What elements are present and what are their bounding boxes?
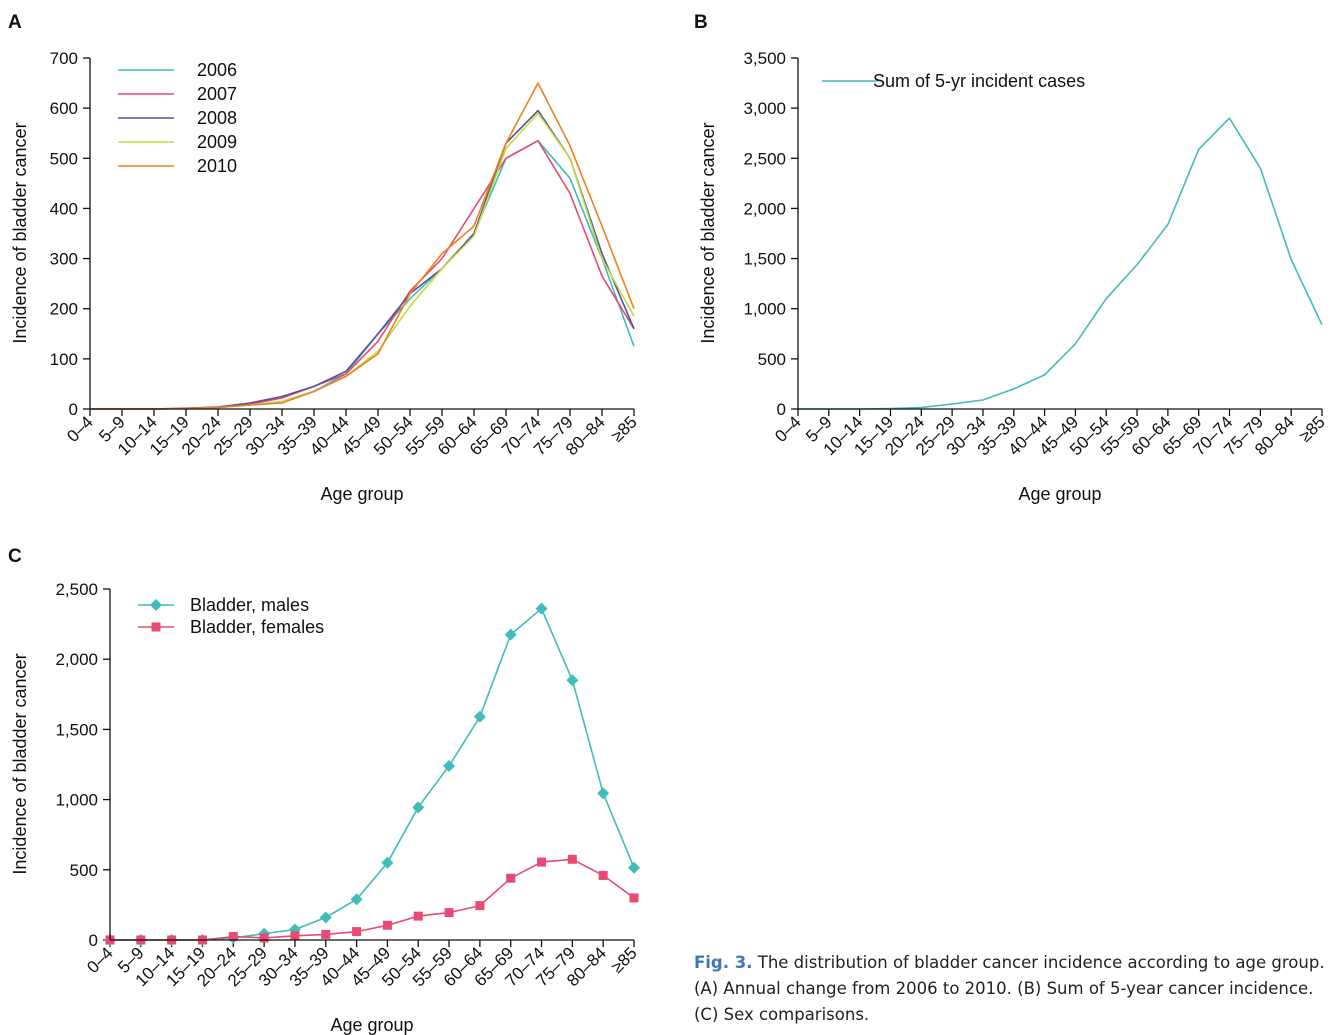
y-axis-ticks-b: 0 500 1,000 1,500 2,000 2,500 3,000 3,500 (743, 49, 798, 419)
panel-letter-c: C (8, 546, 22, 567)
data-point-diamond (628, 861, 640, 874)
x-axis-title-b: Age group (1018, 484, 1101, 504)
legend-label-4: 2010 (197, 156, 237, 176)
y-axis-title-c: Incidence of bladder cancer (10, 653, 30, 874)
y-tick-label: 0 (69, 400, 78, 419)
series-line-1 (110, 858, 635, 941)
data-point-square (228, 931, 238, 941)
data-point-square (259, 933, 269, 943)
series-lines-b (798, 117, 1323, 410)
data-point-diamond (381, 856, 394, 869)
y-tick-label: 500 (70, 861, 98, 880)
panel-letter-b: B (694, 12, 708, 33)
data-point-diamond (473, 710, 486, 723)
legend-a: 2006 2007 2008 2009 2010 (118, 60, 237, 176)
y-tick-label: 1,000 (55, 791, 98, 810)
series-lines-c (104, 602, 640, 946)
data-point-square (506, 873, 516, 883)
y-tick-label: 1,000 (743, 300, 786, 319)
x-tick-label: ≥85 (607, 943, 640, 976)
x-axis-title-a: Age group (320, 484, 403, 504)
series-line-1 (90, 139, 635, 410)
legend-label-0: Bladder, males (190, 595, 309, 615)
legend-b: Sum of 5-yr incident cases (822, 71, 1085, 91)
y-tick-label: 700 (50, 49, 78, 68)
x-axis-ticks-b: 0–45–910–1415–1920–2425–2930–3435–3940–4… (771, 409, 1329, 459)
data-point-square (598, 870, 608, 880)
chart-panel-a: A 0 100 200 300 400 500 600 700 0–45–910–1415–1… (8, 12, 641, 504)
y-tick-label: 0 (777, 400, 786, 419)
y-tick-label: 2,000 (743, 199, 786, 218)
data-point-diamond (412, 801, 425, 814)
legend-label-1: Bladder, females (190, 617, 324, 637)
series-line-0 (110, 607, 635, 941)
data-point-square (352, 927, 362, 937)
data-point-diamond (597, 787, 610, 800)
legend-label-1: 2007 (197, 84, 237, 104)
y-tick-label: 500 (758, 350, 786, 369)
x-axis-ticks-a: 0–45–910–1415–1920–2425–2930–3435–3940–4… (63, 409, 641, 459)
chart-panel-c: C 0 500 1,000 1,500 2,000 2,500 0–45–910–1415… (8, 546, 641, 1035)
legend-marker-diamond (150, 599, 162, 611)
y-tick-label: 1,500 (743, 250, 786, 269)
legend-label-2: 2008 (197, 108, 237, 128)
x-axis-ticks-c: 0–45–910–1415–1920–2425–2930–3435–3940–4… (83, 940, 641, 990)
x-axis-title-c: Age group (330, 1015, 413, 1035)
y-tick-label: 100 (50, 350, 78, 369)
panel-letter-a: A (8, 12, 22, 33)
legend-marker-square (151, 622, 161, 632)
y-tick-label: 1,500 (55, 720, 98, 739)
data-point-square (475, 901, 485, 911)
data-point-diamond (350, 893, 363, 906)
y-tick-label: 400 (50, 199, 78, 218)
y-tick-label: 200 (50, 300, 78, 319)
data-point-diamond (504, 628, 517, 641)
y-tick-label: 2,000 (55, 650, 98, 669)
series-line-0 (90, 139, 635, 410)
figure-caption: Fig. 3. The distribution of bladder canc… (694, 950, 1339, 1028)
y-tick-label: 600 (50, 99, 78, 118)
chart-panel-b: B 0 500 1,000 1,500 2,000 2,500 3,000 3,500 0–4… (694, 12, 1329, 504)
y-tick-label: 2,500 (55, 580, 98, 599)
caption-text: The distribution of bladder cancer incid… (694, 953, 1325, 1024)
data-point-square (290, 931, 300, 941)
y-tick-label: 500 (50, 149, 78, 168)
x-tick-label: ≥85 (607, 412, 640, 445)
data-point-diamond (443, 759, 456, 772)
data-point-square (321, 929, 331, 939)
x-tick-label: ≥85 (1295, 412, 1328, 445)
data-point-diamond (566, 674, 579, 687)
data-point-diamond (319, 911, 332, 924)
data-point-diamond (535, 602, 548, 615)
legend-label-0: Sum of 5-yr incident cases (873, 71, 1085, 91)
y-tick-label: 0 (89, 931, 98, 950)
y-axis-ticks-c: 0 500 1,000 1,500 2,000 2,500 (55, 580, 110, 950)
y-axis-title-b: Incidence of bladder cancer (698, 122, 718, 343)
caption-label: Fig. 3. (694, 953, 753, 972)
y-tick-label: 2,500 (743, 149, 786, 168)
legend-label-0: 2006 (197, 60, 237, 80)
y-tick-label: 3,500 (743, 49, 786, 68)
y-axis-title-a: Incidence of bladder cancer (10, 122, 30, 343)
data-point-square (444, 908, 454, 918)
series-lines-a (90, 82, 635, 410)
data-point-square (382, 920, 392, 930)
y-axis-ticks-a: 0 100 200 300 400 500 600 700 (50, 49, 90, 419)
data-point-square (537, 857, 547, 867)
legend-label-3: 2009 (197, 132, 237, 152)
data-point-square (413, 911, 423, 921)
y-tick-label: 300 (50, 250, 78, 269)
data-point-square (567, 854, 577, 864)
data-point-square (629, 893, 639, 903)
y-tick-label: 3,000 (743, 99, 786, 118)
series-line-0 (798, 117, 1323, 410)
